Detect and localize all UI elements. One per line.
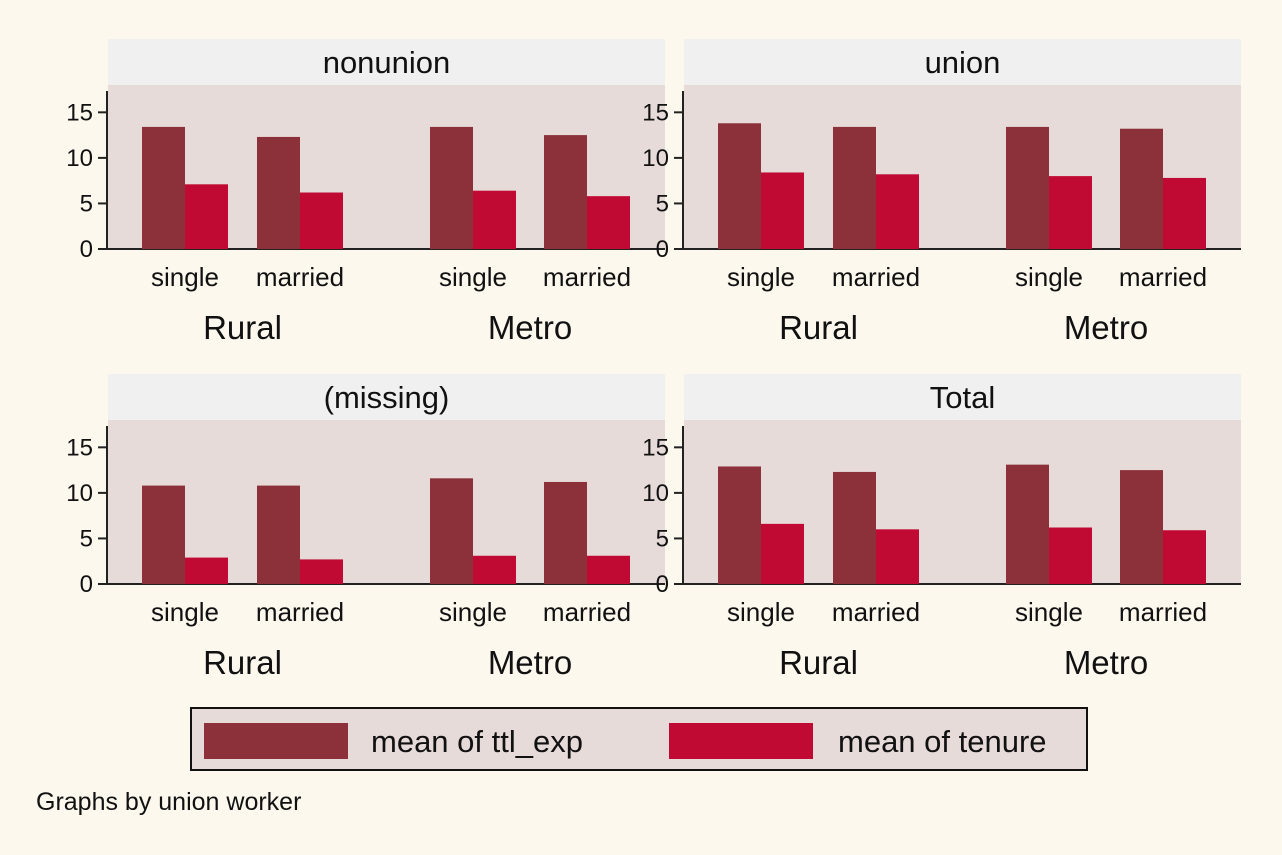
bar-union-2-tenure <box>1049 176 1092 249</box>
bar-total-0-tenure <box>761 523 804 584</box>
bar-union-1-ttl-exp <box>833 126 876 249</box>
y-tick-label-total: 0 <box>656 571 669 598</box>
bar-missing-0-tenure <box>185 557 228 584</box>
y-tick-label-nonunion: 5 <box>80 190 93 217</box>
bar-union-3-ttl-exp <box>1120 128 1163 249</box>
bar-total-1-ttl-exp <box>833 471 876 584</box>
bar-nonunion-2-ttl-exp <box>430 126 473 249</box>
bar-union-1-tenure <box>876 174 919 249</box>
category-label-missing: married <box>543 597 631 627</box>
legend: mean of ttl_exp mean of tenure <box>190 707 1088 771</box>
panel-header-nonunion <box>108 39 665 85</box>
panel-title-nonunion: nonunion <box>323 45 451 80</box>
panel-header-missing <box>108 374 665 420</box>
bar-missing-3-ttl-exp <box>544 481 587 584</box>
bar-total-3-tenure <box>1163 530 1206 584</box>
bar-missing-2-ttl-exp <box>430 478 473 584</box>
panel-header-total <box>684 374 1241 420</box>
group-label-total: Metro <box>1064 644 1148 681</box>
bar-nonunion-1-tenure <box>300 192 343 249</box>
bar-nonunion-3-ttl-exp <box>544 135 587 249</box>
y-tick-label-missing: 5 <box>80 525 93 552</box>
category-label-union: single <box>1015 262 1083 292</box>
legend-swatch-ttl-exp <box>204 723 348 759</box>
bar-union-0-ttl-exp <box>718 123 761 249</box>
category-label-total: single <box>1015 597 1083 627</box>
y-tick-label-total: 5 <box>656 525 669 552</box>
y-tick-label-nonunion: 10 <box>66 145 93 172</box>
bar-missing-1-tenure <box>300 559 343 584</box>
category-label-union: single <box>727 262 795 292</box>
bar-total-3-ttl-exp <box>1120 470 1163 584</box>
group-label-nonunion: Rural <box>203 309 282 346</box>
panel-header-union <box>684 39 1241 85</box>
y-tick-label-missing: 10 <box>66 480 93 507</box>
bar-nonunion-1-ttl-exp <box>257 136 300 249</box>
panel-by-note: Graphs by union worker <box>36 788 302 816</box>
category-label-nonunion: single <box>151 262 219 292</box>
panel-title-total: Total <box>930 380 995 415</box>
bar-nonunion-0-ttl-exp <box>142 126 185 249</box>
group-label-union: Metro <box>1064 309 1148 346</box>
bar-missing-1-ttl-exp <box>257 485 300 584</box>
group-label-missing: Metro <box>488 644 572 681</box>
bar-nonunion-2-tenure <box>473 190 516 249</box>
group-label-total: Rural <box>779 644 858 681</box>
category-label-missing: single <box>439 597 507 627</box>
legend-swatch-tenure <box>669 723 813 759</box>
panel-title-missing: (missing) <box>324 380 450 415</box>
category-label-total: married <box>832 597 920 627</box>
category-label-union: married <box>832 262 920 292</box>
bar-union-3-tenure <box>1163 177 1206 249</box>
group-label-union: Rural <box>779 309 858 346</box>
legend-label-tenure: mean of tenure <box>838 724 1047 759</box>
y-tick-label-total: 10 <box>642 480 669 507</box>
category-label-nonunion: married <box>543 262 631 292</box>
category-label-missing: single <box>151 597 219 627</box>
bar-total-0-ttl-exp <box>718 466 761 584</box>
y-tick-label-union: 10 <box>642 145 669 172</box>
group-label-nonunion: Metro <box>488 309 572 346</box>
bar-missing-0-ttl-exp <box>142 485 185 584</box>
category-label-total: married <box>1119 597 1207 627</box>
panel-title-union: union <box>925 45 1001 80</box>
y-tick-label-nonunion: 15 <box>66 99 93 126</box>
bar-nonunion-3-tenure <box>587 196 630 249</box>
bar-total-2-tenure <box>1049 527 1092 584</box>
category-label-union: married <box>1119 262 1207 292</box>
y-tick-label-missing: 15 <box>66 434 93 461</box>
category-label-total: single <box>727 597 795 627</box>
y-tick-label-nonunion: 0 <box>80 236 93 263</box>
bar-nonunion-0-tenure <box>185 184 228 249</box>
y-tick-label-union: 5 <box>656 190 669 217</box>
category-label-nonunion: married <box>256 262 344 292</box>
y-tick-label-total: 15 <box>642 434 669 461</box>
bar-union-2-ttl-exp <box>1006 126 1049 249</box>
category-label-missing: married <box>256 597 344 627</box>
bar-missing-2-tenure <box>473 555 516 584</box>
y-tick-label-missing: 0 <box>80 571 93 598</box>
y-tick-label-union: 0 <box>656 236 669 263</box>
bar-missing-3-tenure <box>587 555 630 584</box>
legend-label-ttl-exp: mean of ttl_exp <box>371 724 583 759</box>
bar-total-2-ttl-exp <box>1006 464 1049 584</box>
y-tick-label-union: 15 <box>642 99 669 126</box>
category-label-nonunion: single <box>439 262 507 292</box>
bar-total-1-tenure <box>876 529 919 584</box>
group-label-missing: Rural <box>203 644 282 681</box>
bar-union-0-tenure <box>761 172 804 249</box>
